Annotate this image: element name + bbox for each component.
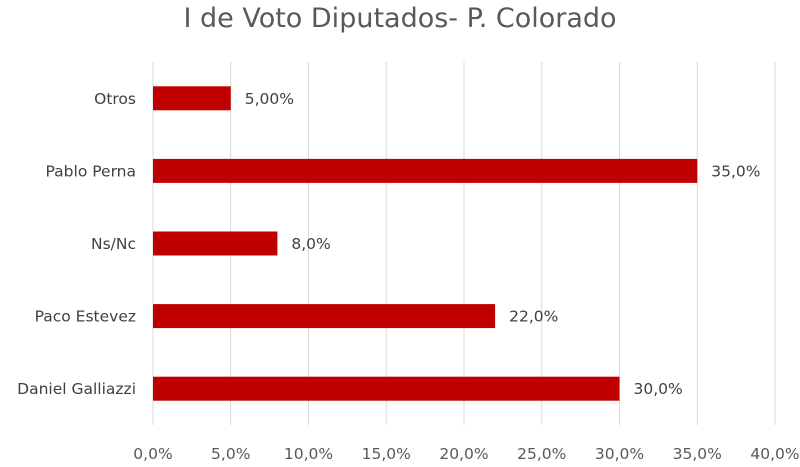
category-labels: Otros Pablo Perna Ns/Nc Paco Estevez Daniel … xyxy=(17,90,136,398)
data-label: 8,0% xyxy=(291,235,330,253)
x-tick-label: 35,0% xyxy=(673,445,722,463)
x-tick-label: 15,0% xyxy=(362,445,411,463)
x-tick-label: 0,0% xyxy=(133,445,172,463)
bar xyxy=(153,376,620,401)
category-label: Pablo Perna xyxy=(46,162,136,180)
data-label: 5,00% xyxy=(245,90,294,108)
category-label: Otros xyxy=(94,90,136,108)
bar xyxy=(153,304,496,329)
category-label: Paco Estevez xyxy=(35,308,136,326)
bar xyxy=(153,231,278,256)
bar xyxy=(153,86,231,111)
x-tick-label: 5,0% xyxy=(211,445,250,463)
category-label: Daniel Galliazzi xyxy=(17,380,136,398)
x-tick-label: 25,0% xyxy=(517,445,566,463)
bars xyxy=(153,86,698,401)
x-tick-label: 30,0% xyxy=(595,445,644,463)
data-label: 30,0% xyxy=(634,380,683,398)
x-tick-label: 40,0% xyxy=(750,445,799,463)
chart-title: I de Voto Diputados- P. Colorado xyxy=(183,3,617,34)
x-tick-label: 10,0% xyxy=(284,445,333,463)
data-labels: 5,00% 35,0% 8,0% 22,0% 30,0% xyxy=(245,90,761,398)
data-label: 22,0% xyxy=(509,308,558,326)
data-label: 35,0% xyxy=(711,162,760,180)
category-label: Ns/Nc xyxy=(91,235,136,253)
bar xyxy=(153,158,698,183)
x-tick-label: 20,0% xyxy=(439,445,488,463)
x-axis-tick-labels: 0,0% 5,0% 10,0% 15,0% 20,0% 25,0% 30,0% 35,0% 40… xyxy=(133,445,799,463)
